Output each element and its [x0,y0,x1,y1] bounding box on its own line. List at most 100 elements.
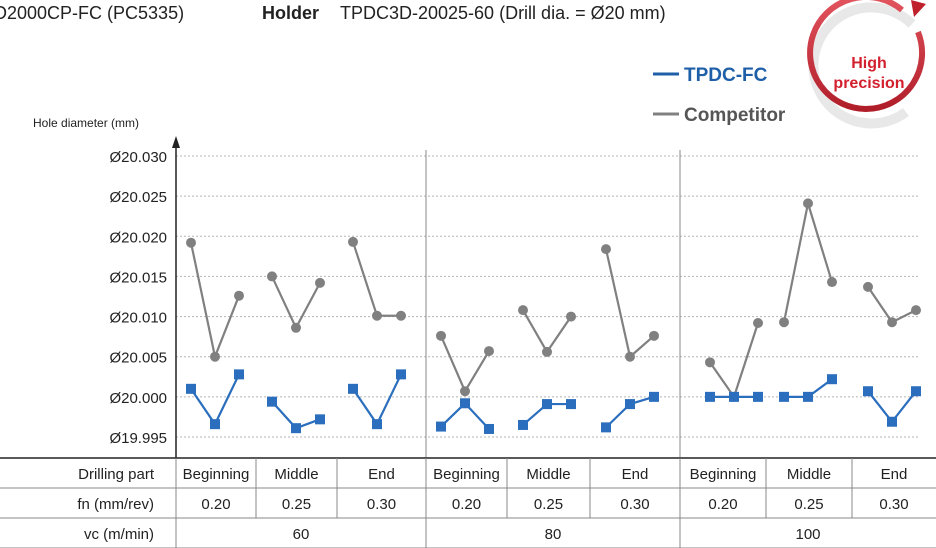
series-line-tpdc-fc [352,373,402,427]
table-cell-vc: 80 [545,526,562,543]
tpdc-point [186,383,196,394]
tpdc-point [753,391,763,402]
series-line-tpdc-fc [190,373,240,427]
table-cell-fn: 0.25 [282,496,311,513]
tpdc-point [267,396,277,407]
tpdc-point [518,419,528,430]
tpdc-point [887,416,897,427]
legend-label-tpdc: TPDC-FC [684,65,768,86]
y-axis-arrow-icon [172,136,180,148]
competitor-point [234,290,244,301]
tpdc-point [566,399,576,410]
table-cell-part: Beginning [183,466,250,483]
tpdc-point [827,374,837,385]
competitor-point [803,198,813,209]
competitor-point [348,236,358,247]
holder-label: Holder [262,3,320,23]
competitor-point [267,271,277,282]
competitor-point [186,237,196,248]
table-cell-fn: 0.30 [879,496,908,513]
series-line-competitor [604,248,655,359]
tpdc-point [396,369,406,380]
conditions-table: Drilling part fn (mm/rev) vc (m/min) Beginn… [0,457,936,548]
competitor-point [436,330,446,341]
y-tick-label: Ø20.020 [109,229,167,246]
table-cell-part: End [622,466,649,483]
tpdc-point [779,391,789,402]
axis-layer: Ø20.030 Ø20.025 Ø20.020 Ø20.015 Ø20.010 Ø20.0… [109,136,180,458]
table-cell-part: Middle [274,466,318,483]
competitor-point [753,317,763,328]
competitor-point [705,357,715,368]
series-line-competitor [351,241,401,317]
table-cell-fn: 0.20 [201,496,230,513]
table-cell-vc: 100 [795,526,820,543]
high-precision-badge: High precision [807,0,926,129]
table-cell-fn: 0.20 [452,496,481,513]
table-row-label: Drilling part [78,466,155,483]
competitor-point [396,310,406,321]
tpdc-point [803,391,813,402]
table-row-label: fn (mm/rev) [77,496,154,513]
tpdc-point [291,423,301,434]
competitor-point [542,346,552,357]
badge-line2: precision [833,75,904,92]
y-tick-label: Ø20.015 [109,269,167,286]
holder-text: TPDC3D-20025-60 (Drill dia. = Ø20 mm) [340,3,666,23]
competitor-point [779,317,789,328]
y-tick-label: Ø20.030 [109,149,167,166]
tpdc-point [649,391,659,402]
table-cell-part: Middle [526,466,570,483]
tpdc-point [542,399,552,410]
table-cell-fn: 0.30 [367,496,396,513]
competitor-point [863,281,873,292]
badge-arc [807,0,925,112]
table-cell-part: Beginning [690,466,757,483]
series-line-competitor [709,322,760,400]
tpdc-point [863,386,873,397]
series-line-competitor [189,242,241,361]
y-tick-label: Ø20.025 [109,189,167,206]
tpdc-point [372,419,382,430]
legend-label-competitor: Competitor [684,105,786,126]
table-cell-part: Middle [787,466,831,483]
competitor-point [625,351,635,362]
tpdc-point [315,414,325,425]
competitor-point [315,277,325,288]
table-cell-part: End [881,466,908,483]
competitor-point [601,244,611,255]
tpdc-point [348,383,358,394]
tpdc-point [484,423,494,434]
insert-text: D2000CP-FC (PC5335) [0,3,185,23]
competitor-point [649,330,659,341]
competitor-point [518,305,528,316]
tpdc-point [234,369,244,380]
y-tick-label: Ø20.005 [109,350,167,367]
tpdc-point [705,391,715,402]
series-line-competitor [782,203,834,323]
tpdc-point [601,422,611,433]
table-cell-part: End [368,466,395,483]
tpdc-point [460,398,470,409]
series-line-competitor [271,275,321,331]
badge-arrow-icon [911,0,926,17]
competitor-point [210,351,220,362]
y-tick-label: Ø19.995 [109,430,167,447]
table-row-label: vc (m/min) [84,526,154,543]
tpdc-point [210,419,220,430]
competitor-point [460,386,470,397]
table-cell-fn: 0.25 [794,496,823,513]
y-tick-label: Ø20.000 [109,390,167,407]
tpdc-point [625,399,635,410]
competitor-point [911,305,921,316]
y-axis-label: Hole diameter (mm) [33,116,139,130]
competitor-point [484,346,494,357]
competitor-point [291,322,301,333]
tpdc-point [436,421,446,432]
series-line-competitor [522,309,572,354]
y-tick-label: Ø20.010 [109,310,167,327]
series-layer [186,198,921,434]
competitor-point [566,311,576,322]
badge-line1: High [851,55,887,72]
